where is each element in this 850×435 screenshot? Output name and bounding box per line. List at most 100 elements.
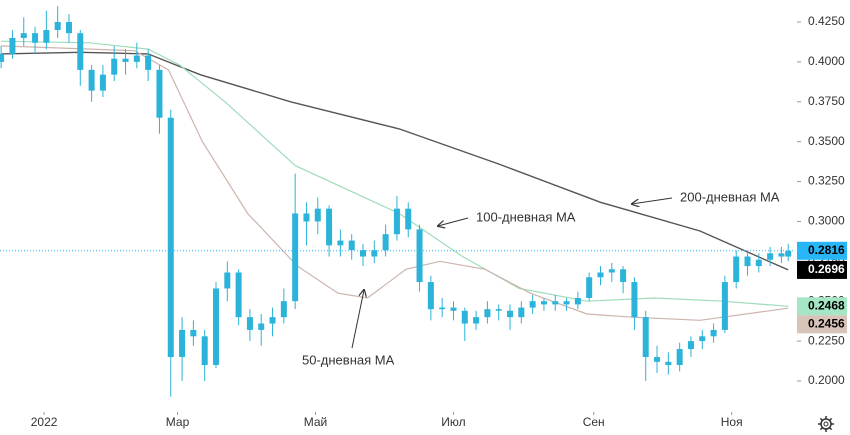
- candle-body: [212, 288, 219, 366]
- y-tick-label: 0.2250: [808, 333, 845, 347]
- price-marker-label: 0.2696: [808, 262, 845, 276]
- moving-average-line: [1, 40, 789, 307]
- candle: [518, 301, 525, 324]
- candle: [88, 65, 95, 102]
- candle-body: [699, 336, 706, 342]
- candle-body: [111, 58, 118, 75]
- candle: [77, 29, 84, 86]
- candle: [303, 202, 310, 246]
- candle-body: [608, 269, 615, 273]
- candle-body: [778, 253, 785, 257]
- price-marker: [797, 315, 847, 334]
- candle: [179, 317, 186, 381]
- settings-icon[interactable]: [818, 416, 834, 432]
- candle: [371, 240, 378, 263]
- y-tick-label: 0.3750: [808, 94, 845, 108]
- candle-body: [473, 317, 480, 324]
- candle-body: [733, 256, 740, 283]
- candle: [235, 269, 242, 326]
- candle-body: [540, 301, 547, 305]
- price-marker: [797, 241, 847, 260]
- price-marker: [797, 260, 847, 279]
- candle: [631, 277, 638, 330]
- price-marker-label: 0.2456: [808, 316, 845, 330]
- candle: [405, 202, 412, 238]
- candle-body: [785, 250, 792, 257]
- candle-body: [574, 298, 581, 305]
- candle: [43, 10, 50, 50]
- candle-body: [43, 29, 50, 43]
- candle: [687, 336, 694, 358]
- candle-body: [77, 33, 84, 70]
- x-tick-label: Ноя: [721, 415, 743, 429]
- candle-body: [292, 213, 299, 302]
- candle: [767, 246, 774, 267]
- candle-body: [258, 323, 265, 330]
- candle: [461, 307, 468, 342]
- y-tick-label: 0.4000: [808, 54, 845, 68]
- candle: [552, 294, 559, 311]
- x-tick-label: Июл: [441, 415, 465, 429]
- candle-body: [552, 301, 559, 305]
- candle-body: [99, 74, 106, 91]
- candle: [99, 65, 106, 97]
- candle-body: [405, 208, 412, 230]
- candle: [133, 42, 140, 69]
- annotation: 100-дневная MA: [476, 209, 576, 224]
- candle: [699, 329, 706, 350]
- candle: [563, 298, 570, 311]
- candle-body: [382, 234, 389, 251]
- candle: [620, 266, 627, 294]
- x-tick-label: 2022: [31, 415, 58, 429]
- x-tick-label: Май: [304, 415, 328, 429]
- candle-body: [416, 229, 423, 283]
- candle: [65, 14, 72, 43]
- candle-body: [314, 208, 321, 222]
- candle: [0, 45, 5, 69]
- candle: [20, 17, 27, 46]
- candle: [586, 272, 593, 302]
- y-tick-label: 0.3250: [808, 174, 845, 188]
- candle-body: [145, 55, 152, 70]
- candle: [111, 45, 118, 82]
- price-marker-label: 0.2816: [808, 243, 845, 257]
- candle-body: [755, 259, 762, 267]
- candle-body: [563, 301, 570, 305]
- candle-body: [88, 69, 95, 91]
- candle: [326, 205, 333, 257]
- candle-body: [767, 253, 774, 260]
- candle: [642, 310, 649, 381]
- candle-body: [676, 349, 683, 366]
- candle-body: [337, 240, 344, 246]
- candle: [744, 253, 751, 276]
- candle: [201, 329, 208, 381]
- candle: [32, 26, 39, 54]
- candle: [280, 288, 287, 324]
- candle: [54, 6, 61, 38]
- candle: [382, 224, 389, 257]
- candle: [507, 304, 514, 330]
- candle: [337, 229, 344, 257]
- candle-body: [620, 269, 627, 283]
- candle-body: [0, 53, 5, 62]
- candle: [665, 352, 672, 375]
- candle: [785, 243, 792, 262]
- candle-body: [687, 341, 694, 350]
- plot-area: [0, 6, 792, 397]
- candle-body: [235, 272, 242, 318]
- candle: [156, 65, 163, 134]
- annotation: 50-дневная MA: [302, 352, 395, 367]
- candle: [427, 275, 434, 321]
- candle: [733, 250, 740, 289]
- candle-body: [744, 256, 751, 267]
- candle: [676, 342, 683, 372]
- y-tick-label: 0.3000: [808, 214, 845, 228]
- candle-body: [529, 301, 536, 308]
- candle-body: [597, 272, 604, 278]
- candle: [597, 266, 604, 286]
- candle: [269, 307, 276, 337]
- candle-body: [156, 69, 163, 118]
- candle-body: [269, 317, 276, 324]
- candle-body: [393, 208, 400, 235]
